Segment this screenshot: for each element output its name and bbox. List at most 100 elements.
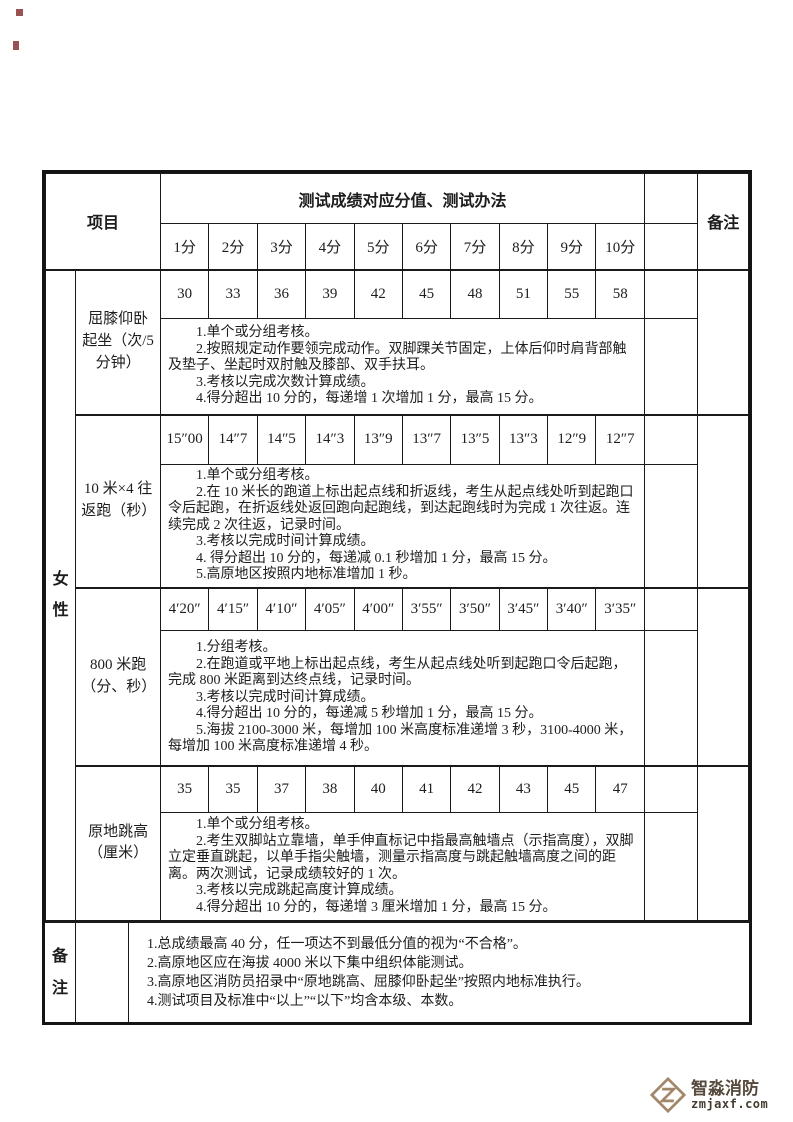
score-point-header: 2分 <box>208 223 258 270</box>
empty-cell <box>643 268 699 319</box>
scan-artifact <box>13 41 19 50</box>
score-value-cell: 39 <box>305 268 355 319</box>
gender-cell: 女性 <box>44 268 77 921</box>
remark-cell <box>697 764 749 921</box>
score-value-cell: 35 <box>208 764 258 813</box>
score-value-cell: 41 <box>401 764 452 813</box>
score-value-cell: 43 <box>498 764 549 813</box>
score-point-header: 10分 <box>595 223 645 270</box>
score-value-cell: 47 <box>595 764 645 813</box>
score-value-cell: 13″5 <box>450 413 500 465</box>
method-line: 1.单个或分组考核。 <box>195 468 319 483</box>
score-value-cell: 45 <box>547 764 597 813</box>
method-line: 1.单个或分组考核。 <box>195 817 319 832</box>
remark-cell <box>697 586 749 766</box>
empty-cell <box>643 812 699 921</box>
item-name-cell: 屈膝仰卧起坐（次/5 分钟） <box>75 268 161 415</box>
empty-cell <box>643 630 699 766</box>
score-value-cell: 13″7 <box>401 413 452 465</box>
footer-note-line: 2.高原地区应在海拔 4000 米以下集中组织体能测试。 <box>147 955 473 971</box>
methods-cell: 1.单个或分组考核。 2.考生双脚站立靠墙，单手伸直标记中指最高触墙点（示指高度… <box>159 812 645 921</box>
empty-cell <box>643 764 699 813</box>
method-line: 3.考核以完成次数计算成绩。 <box>195 374 375 390</box>
score-point-header: 9分 <box>547 223 597 270</box>
empty-cell <box>643 464 699 588</box>
score-value-cell: 14″7 <box>208 413 258 465</box>
score-value-cell: 3′55″ <box>401 586 452 631</box>
score-point-header: 1分 <box>159 223 210 270</box>
footer-note-line: 3.高原地区消防员招录中“原地跳高、屈膝仰卧起坐”按照内地标准执行。 <box>147 974 590 990</box>
item-name-cell: 800 米跑（分、秒） <box>75 586 161 766</box>
score-value-cell: 13″9 <box>353 413 403 465</box>
empty-cell <box>643 586 699 631</box>
score-point-header: 8分 <box>498 223 549 270</box>
score-value-cell: 33 <box>208 268 258 319</box>
score-value-cell: 15″00 <box>159 413 210 465</box>
score-value-cell: 40 <box>353 764 403 813</box>
score-value-cell: 42 <box>450 764 500 813</box>
score-value-cell: 4′15″ <box>208 586 258 631</box>
remark-cell <box>697 413 749 588</box>
score-point-header: 3分 <box>256 223 307 270</box>
method-line: 4.得分超出 10 分的，每递增 3 厘米增加 1 分，最高 15 分。 <box>195 899 557 915</box>
score-value-cell: 3′50″ <box>450 586 500 631</box>
empty-cell <box>643 173 699 224</box>
score-value-cell: 51 <box>498 268 549 319</box>
score-value-cell: 35 <box>159 764 210 813</box>
project-header-cell: 项目 <box>45 173 161 270</box>
item-name-cell: 10 米×4 往返跑（秒） <box>75 413 161 588</box>
score-value-cell: 3′40″ <box>547 586 597 631</box>
zhimiao-logo-icon <box>650 1077 686 1113</box>
footer-note-line: 1.总成绩最高 40 分，任一项达不到最低分值的视为“不合格”。 <box>147 936 527 952</box>
score-value-cell: 3′45″ <box>498 586 549 631</box>
score-value-cell: 48 <box>450 268 500 319</box>
method-line: 4. 得分超出 10 分的，每递减 0.1 秒增加 1 分，最高 15 分。 <box>195 550 557 566</box>
score-value-cell: 12″9 <box>547 413 597 465</box>
score-value-cell: 38 <box>305 764 355 813</box>
score-value-cell: 4′10″ <box>256 586 307 631</box>
method-line: 2.按照规定动作要领完成动作。双脚踝关节固定，上体后仰时肩背部触及垫子、坐起时双… <box>167 341 627 374</box>
score-point-header: 5分 <box>353 223 403 270</box>
methods-cell: 1.单个或分组考核。 2.按照规定动作要领完成动作。双脚踝关节固定，上体后仰时肩… <box>159 318 645 415</box>
footer-remarks-row: 备注 1.总成绩最高 40 分，任一项达不到最低分值的视为“不合格”。 2.高原… <box>45 921 749 1022</box>
method-line: 4.得分超出 10 分的，每递减 5 秒增加 1 分，最高 15 分。 <box>195 706 543 721</box>
empty-cell <box>643 318 699 415</box>
item-name-cell: 原地跳高（厘米） <box>75 764 161 921</box>
score-value-cell: 30 <box>159 268 210 319</box>
score-point-header: 7分 <box>450 223 500 270</box>
score-value-cell: 12″7 <box>595 413 645 465</box>
method-line: 5.海拔 2100-3000 米，每增加 100 米高度标准递增 3 秒，310… <box>167 722 633 755</box>
brand-watermark: 智淼消防 zmjaxf.com <box>650 1077 768 1113</box>
score-value-cell: 4′05″ <box>305 586 355 631</box>
fitness-test-table: 项目 测试成绩对应分值、测试办法 备注 1分 2分 3分 4分 5分 6分 7分… <box>42 170 752 1025</box>
method-line: 1.单个或分组考核。 <box>195 325 319 340</box>
method-line: 3.考核以完成跳起高度计算成绩。 <box>195 883 403 898</box>
footer-notes-cell: 1.总成绩最高 40 分，任一项达不到最低分值的视为“不合格”。 2.高原地区应… <box>129 923 749 1022</box>
footer-note-line: 4.测试项目及标准中“以上”“以下”均含本级、本数。 <box>147 993 463 1009</box>
score-value-cell: 37 <box>256 764 307 813</box>
method-line: 2.在跑道或平地上标出起点线，考生从起点线处听到起跑口令后起跑，完成 800 米… <box>167 656 627 689</box>
method-line: 3.考核以完成时间计算成绩。 <box>195 534 375 549</box>
empty-cell <box>76 923 129 1022</box>
methods-cell: 1.分组考核。 2.在跑道或平地上标出起点线，考生从起点线处听到起跑口令后起跑，… <box>159 630 645 766</box>
score-point-header: 4分 <box>305 223 355 270</box>
score-value-cell: 55 <box>547 268 597 319</box>
score-value-cell: 36 <box>256 268 307 319</box>
method-line: 4.得分超出 10 分的，每递增 1 次增加 1 分，最高 15 分。 <box>195 391 543 406</box>
score-value-cell: 14″5 <box>256 413 307 465</box>
footer-label-cell: 备注 <box>45 923 76 1022</box>
brand-name: 智淼消防 <box>691 1078 759 1098</box>
method-line: 3.考核以完成时间计算成绩。 <box>195 689 375 705</box>
method-line: 5.高原地区按照内地标准增加 1 秒。 <box>195 567 417 582</box>
method-line: 1.分组考核。 <box>195 640 277 655</box>
score-method-header-cell: 测试成绩对应分值、测试办法 <box>159 173 645 224</box>
empty-cell <box>643 223 699 270</box>
score-value-cell: 45 <box>401 268 452 319</box>
footer-remark-label: 备注 <box>51 948 68 997</box>
score-value-cell: 58 <box>595 268 645 319</box>
gender-label: 女性 <box>52 571 69 620</box>
score-value-cell: 42 <box>353 268 403 319</box>
score-value-cell: 4′20″ <box>159 586 210 631</box>
remark-cell <box>697 268 749 415</box>
